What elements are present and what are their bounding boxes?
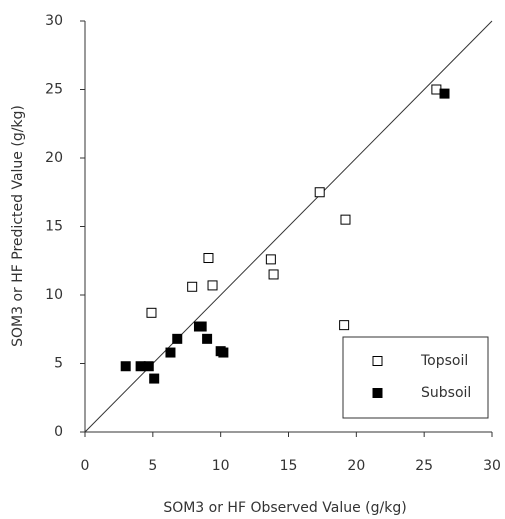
x-tick-label: 5 (148, 458, 157, 474)
y-tick-label: 5 (54, 356, 63, 372)
x-tick-label: 20 (347, 458, 365, 474)
point (439, 88, 450, 99)
point (265, 254, 276, 265)
point (207, 280, 218, 291)
point (146, 307, 157, 318)
point (218, 347, 229, 358)
y-axis-label: SOM3 or HF Predicted Value (g/kg) (10, 105, 26, 347)
y-tick-label: 25 (45, 82, 63, 98)
point (203, 253, 214, 264)
point (120, 361, 131, 372)
x-tick-label: 15 (280, 458, 298, 474)
point (339, 320, 350, 331)
x-tick-label: 0 (81, 458, 90, 474)
point (172, 333, 183, 344)
point (268, 269, 279, 280)
legend-label: Subsoil (421, 385, 471, 401)
y-tick-label: 10 (45, 287, 63, 303)
x-tick-label: 10 (212, 458, 230, 474)
x-tick-label: 30 (483, 458, 501, 474)
legend-box (342, 336, 489, 419)
legend-marker (372, 388, 383, 398)
point (196, 321, 207, 332)
point (314, 187, 325, 198)
point (202, 333, 213, 344)
y-tick-label: 20 (45, 150, 63, 166)
point (165, 347, 176, 358)
point (143, 361, 154, 372)
x-axis-label: SOM3 or HF Observed Value (g/kg) (163, 500, 406, 516)
point (149, 373, 160, 384)
y-tick-label: 0 (54, 424, 63, 440)
y-tick-label: 15 (45, 219, 63, 235)
point (187, 281, 198, 292)
legend-label: Topsoil (420, 353, 468, 369)
x-tick-label: 25 (415, 458, 433, 474)
y-tick-label: 30 (45, 13, 63, 29)
legend-marker (372, 356, 383, 366)
point (340, 214, 351, 225)
